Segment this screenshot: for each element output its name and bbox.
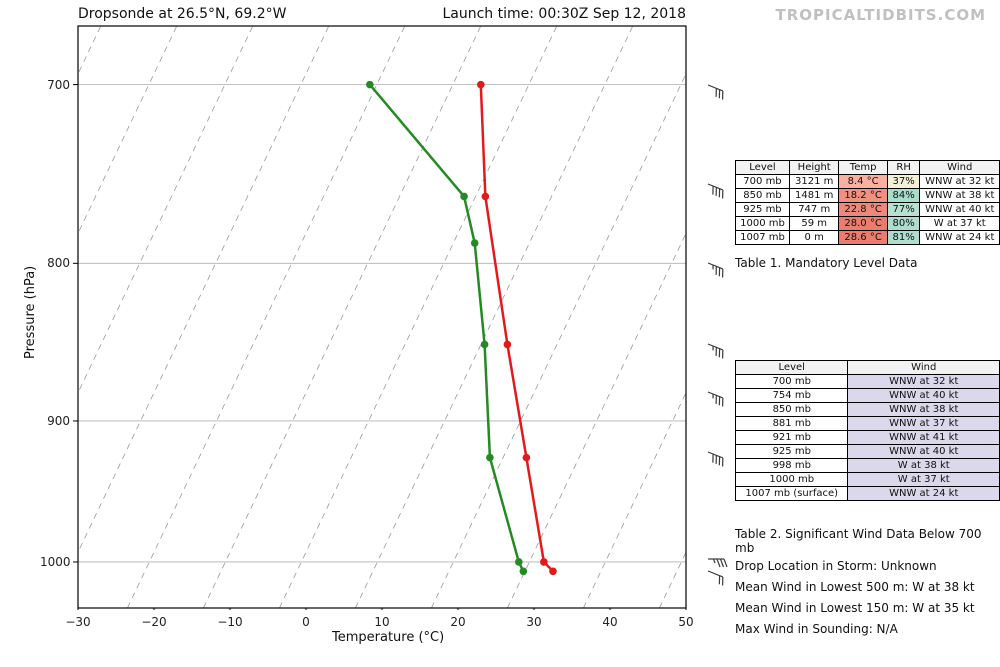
table-cell: 37% bbox=[887, 175, 920, 189]
table-row: 1007 mb (surface)WNW at 24 kt bbox=[736, 487, 1000, 501]
info-line: Mean Wind in Lowest 500 m: W at 38 kt bbox=[735, 580, 975, 594]
table-cell: 59 m bbox=[789, 217, 839, 231]
table-cell: W at 38 kt bbox=[848, 459, 1000, 473]
table-cell: 754 mb bbox=[736, 389, 848, 403]
wind-barb bbox=[688, 551, 728, 595]
table-row: 700 mb3121 m8.4 °C37%WNW at 32 kt bbox=[736, 175, 1000, 189]
table-header: Level bbox=[736, 361, 848, 375]
x-tick-label: 40 bbox=[602, 615, 617, 629]
x-tick-label: 20 bbox=[450, 615, 465, 629]
table-header: RH bbox=[887, 161, 920, 175]
table-row: 881 mbWNW at 37 kt bbox=[736, 417, 1000, 431]
x-tick-label: −30 bbox=[65, 615, 90, 629]
table-cell: 8.4 °C bbox=[839, 175, 887, 189]
table-cell: WNW at 32 kt bbox=[848, 375, 1000, 389]
table-cell: WNW at 40 kt bbox=[920, 203, 1000, 217]
table-cell: WNW at 38 kt bbox=[920, 189, 1000, 203]
table-cell: 28.6 °C bbox=[839, 231, 887, 245]
table-cell: W at 37 kt bbox=[848, 473, 1000, 487]
y-tick-label: 700 bbox=[40, 78, 70, 92]
x-tick-label: 10 bbox=[374, 615, 389, 629]
table-cell: 1007 mb bbox=[736, 231, 790, 245]
table-cell: 700 mb bbox=[736, 375, 848, 389]
table-cell: 28.0 °C bbox=[839, 217, 887, 231]
table-cell: 81% bbox=[887, 231, 920, 245]
table-cell: WNW at 40 kt bbox=[848, 445, 1000, 459]
table-cell: 850 mb bbox=[736, 189, 790, 203]
table-header: Height bbox=[789, 161, 839, 175]
table-cell: WNW at 24 kt bbox=[848, 487, 1000, 501]
wind-barb bbox=[688, 432, 728, 476]
table-cell: 1007 mb (surface) bbox=[736, 487, 848, 501]
table-row: 850 mbWNW at 38 kt bbox=[736, 403, 1000, 417]
table1-caption: Table 1. Mandatory Level Data bbox=[735, 256, 917, 270]
x-tick-label: 0 bbox=[302, 615, 310, 629]
significant-wind-table: LevelWind700 mbWNW at 32 kt754 mbWNW at … bbox=[735, 360, 1000, 501]
table-cell: 998 mb bbox=[736, 459, 848, 473]
table-row: 754 mbWNW at 40 kt bbox=[736, 389, 1000, 403]
table-cell: 80% bbox=[887, 217, 920, 231]
table-cell: 700 mb bbox=[736, 175, 790, 189]
y-tick-label: 800 bbox=[40, 256, 70, 270]
x-tick-label: −20 bbox=[141, 615, 166, 629]
table-cell: WNW at 24 kt bbox=[920, 231, 1000, 245]
info-line: Drop Location in Storm: Unknown bbox=[735, 559, 937, 573]
table-row: 921 mbWNW at 41 kt bbox=[736, 431, 1000, 445]
info-line: Mean Wind in Lowest 150 m: W at 35 kt bbox=[735, 601, 975, 615]
x-tick-label: 50 bbox=[678, 615, 693, 629]
table-row: 1007 mb0 m28.6 °C81%WNW at 24 kt bbox=[736, 231, 1000, 245]
table-row: 1000 mb59 m28.0 °C80%W at 37 kt bbox=[736, 217, 1000, 231]
table-cell: 1000 mb bbox=[736, 473, 848, 487]
table-cell: 22.8 °C bbox=[839, 203, 887, 217]
table-cell: 921 mb bbox=[736, 431, 848, 445]
y-tick-label: 900 bbox=[40, 414, 70, 428]
mandatory-level-table: LevelHeightTempRHWind700 mb3121 m8.4 °C3… bbox=[735, 160, 1000, 245]
skewt-chart bbox=[0, 0, 688, 610]
table-cell: WNW at 37 kt bbox=[848, 417, 1000, 431]
table-cell: 3121 m bbox=[789, 175, 839, 189]
table-cell: WNW at 32 kt bbox=[920, 175, 1000, 189]
x-axis-label: Temperature (°C) bbox=[332, 630, 444, 645]
wind-barb bbox=[688, 164, 728, 208]
table-cell: 925 mb bbox=[736, 203, 790, 217]
table-cell: 881 mb bbox=[736, 417, 848, 431]
table2-caption: Table 2. Significant Wind Data Below 700… bbox=[735, 527, 1000, 555]
table-cell: WNW at 38 kt bbox=[848, 403, 1000, 417]
info-line: Max Wind in Sounding: N/A bbox=[735, 622, 898, 636]
table-header: Wind bbox=[920, 161, 1000, 175]
table-row: 700 mbWNW at 32 kt bbox=[736, 375, 1000, 389]
wind-barb bbox=[688, 243, 728, 287]
table-cell: 1481 m bbox=[789, 189, 839, 203]
table-row: 925 mbWNW at 40 kt bbox=[736, 445, 1000, 459]
table-header: Temp bbox=[839, 161, 887, 175]
table-header: Wind bbox=[848, 361, 1000, 375]
wind-barb bbox=[688, 372, 728, 416]
x-tick-label: −10 bbox=[217, 615, 242, 629]
wind-barb bbox=[688, 324, 728, 368]
y-tick-label: 1000 bbox=[40, 555, 70, 569]
table-cell: 18.2 °C bbox=[839, 189, 887, 203]
table-cell: 1000 mb bbox=[736, 217, 790, 231]
table-cell: W at 37 kt bbox=[920, 217, 1000, 231]
table-cell: WNW at 41 kt bbox=[848, 431, 1000, 445]
table-row: 1000 mbW at 37 kt bbox=[736, 473, 1000, 487]
table-cell: 77% bbox=[887, 203, 920, 217]
table-cell: 850 mb bbox=[736, 403, 848, 417]
table-row: 998 mbW at 38 kt bbox=[736, 459, 1000, 473]
watermark: TROPICALTIDBITS.COM bbox=[776, 6, 987, 24]
table-cell: 747 m bbox=[789, 203, 839, 217]
table-row: 925 mb747 m22.8 °C77%WNW at 40 kt bbox=[736, 203, 1000, 217]
table-cell: WNW at 40 kt bbox=[848, 389, 1000, 403]
table-cell: 0 m bbox=[789, 231, 839, 245]
wind-barb bbox=[688, 65, 728, 109]
table-cell: 84% bbox=[887, 189, 920, 203]
x-tick-label: 30 bbox=[526, 615, 541, 629]
table-row: 850 mb1481 m18.2 °C84%WNW at 38 kt bbox=[736, 189, 1000, 203]
table-header: Level bbox=[736, 161, 790, 175]
table-cell: 925 mb bbox=[736, 445, 848, 459]
